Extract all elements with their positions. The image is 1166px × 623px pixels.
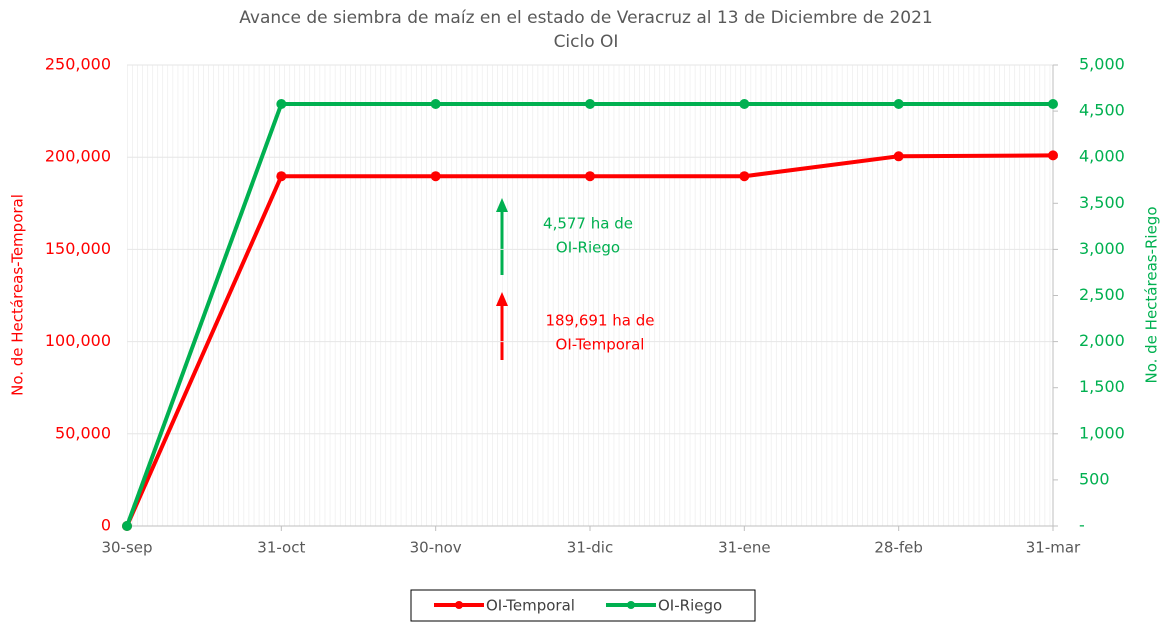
y2-tick-label: 500 xyxy=(1079,469,1110,488)
y2-tick-label: 1,000 xyxy=(1079,423,1125,442)
y2-axis-label: No. de Hectáreas-Riego xyxy=(1143,206,1161,383)
annotation: OI-Temporal xyxy=(556,336,645,354)
y2-tick-label: - xyxy=(1079,516,1085,535)
y2-tick-label: 3,500 xyxy=(1079,193,1125,212)
point xyxy=(276,99,287,110)
minor-grid xyxy=(127,65,1053,526)
x-tick-label: 31-oct xyxy=(257,539,305,557)
point xyxy=(1048,99,1058,110)
arrow-head xyxy=(496,198,508,212)
y2-tick-label: 2,000 xyxy=(1079,331,1125,350)
point xyxy=(739,171,750,182)
y2-tick-label: 4,500 xyxy=(1079,101,1125,120)
y2-tick-label: 4,000 xyxy=(1079,147,1125,166)
y2-tick-label: 2,500 xyxy=(1079,285,1125,304)
point xyxy=(122,521,132,531)
x-tick-label: 28-feb xyxy=(874,539,923,557)
x-tick-label: 30-sep xyxy=(101,539,152,557)
x-tick-label: 31-ene xyxy=(718,539,770,557)
legend-marker xyxy=(627,601,635,609)
arrow-head xyxy=(496,292,508,306)
y-tick-label: 0 xyxy=(101,516,111,535)
x-tick-label: 31-dic xyxy=(567,539,613,557)
legend-marker xyxy=(455,601,463,609)
y-tick-label: 100,000 xyxy=(45,331,111,350)
y2-tick-label: 1,500 xyxy=(1079,377,1125,396)
point xyxy=(893,151,904,162)
x-tick-label: 31-mar xyxy=(1026,539,1081,557)
legend-label: OI-Riego xyxy=(658,597,722,615)
chart-title: Avance de siembra de maíz en el estado d… xyxy=(239,8,932,28)
point xyxy=(585,171,595,182)
y-tick-label: 150,000 xyxy=(45,239,111,258)
annotation: OI-Riego xyxy=(556,239,620,257)
point xyxy=(430,99,441,110)
point xyxy=(893,99,904,110)
annotation: 4,577 ha de xyxy=(543,215,633,233)
point xyxy=(739,99,750,110)
point xyxy=(276,171,287,182)
point xyxy=(1048,150,1058,161)
legend-label: OI-Temporal xyxy=(486,597,575,615)
x-tick-label: 30-nov xyxy=(410,539,462,557)
y-axis-label: No. de Hectáreas-Temporal xyxy=(9,194,27,396)
y2-tick-label: 5,000 xyxy=(1079,55,1125,74)
y-tick-label: 200,000 xyxy=(45,147,111,166)
chart-subtitle: Ciclo OI xyxy=(554,32,619,52)
y-tick-label: 50,000 xyxy=(55,423,111,442)
annotation: 189,691 ha de xyxy=(545,312,654,330)
point xyxy=(430,171,441,182)
point xyxy=(585,99,595,110)
y-tick-label: 250,000 xyxy=(45,55,111,74)
y2-tick-label: 3,000 xyxy=(1079,239,1125,258)
